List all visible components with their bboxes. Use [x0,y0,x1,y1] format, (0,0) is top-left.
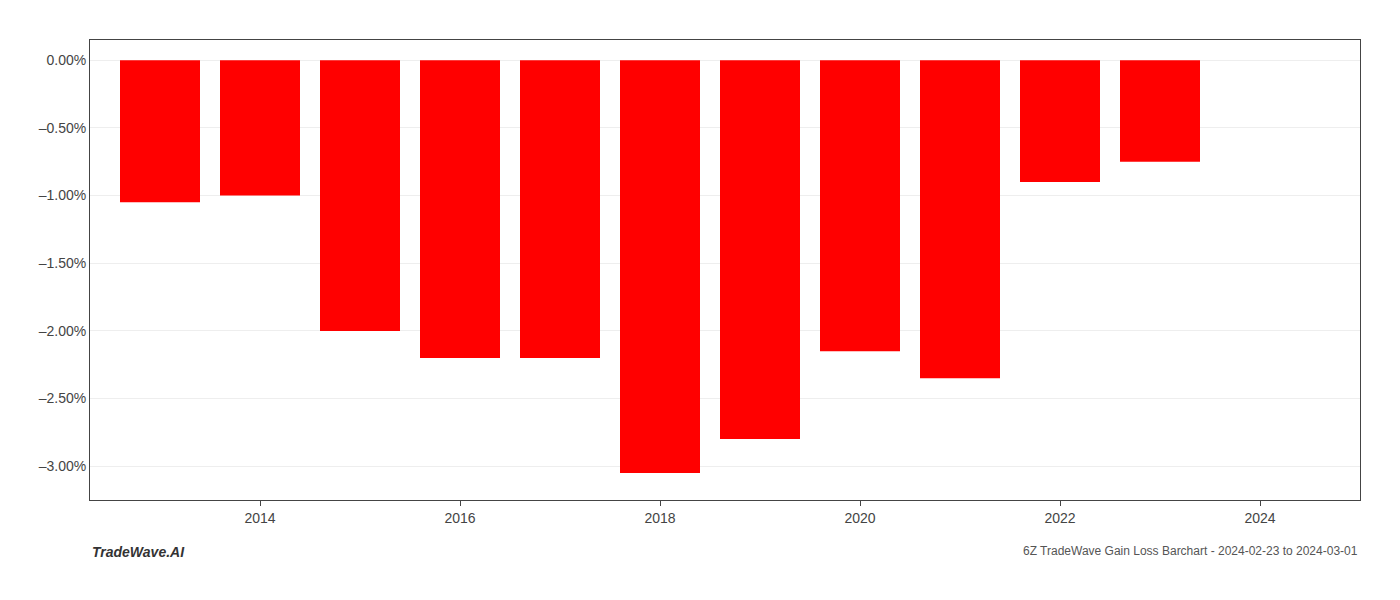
svg-text:2020: 2020 [844,510,875,526]
svg-text:–2.50%: –2.50% [39,390,86,406]
svg-text:–2.00%: –2.00% [39,323,86,339]
svg-text:–0.50%: –0.50% [39,120,86,136]
svg-text:6Z TradeWave Gain Loss Barchar: 6Z TradeWave Gain Loss Barchart - 2024-0… [1023,544,1358,558]
svg-text:0.00%: 0.00% [46,52,86,68]
svg-text:–1.50%: –1.50% [39,255,86,271]
svg-text:2016: 2016 [444,510,475,526]
svg-text:TradeWave.AI: TradeWave.AI [92,544,185,560]
svg-text:2014: 2014 [244,510,275,526]
svg-text:–3.00%: –3.00% [39,458,86,474]
svg-text:2018: 2018 [644,510,675,526]
svg-text:–1.00%: –1.00% [39,187,86,203]
svg-text:2024: 2024 [1244,510,1275,526]
svg-text:2022: 2022 [1044,510,1075,526]
